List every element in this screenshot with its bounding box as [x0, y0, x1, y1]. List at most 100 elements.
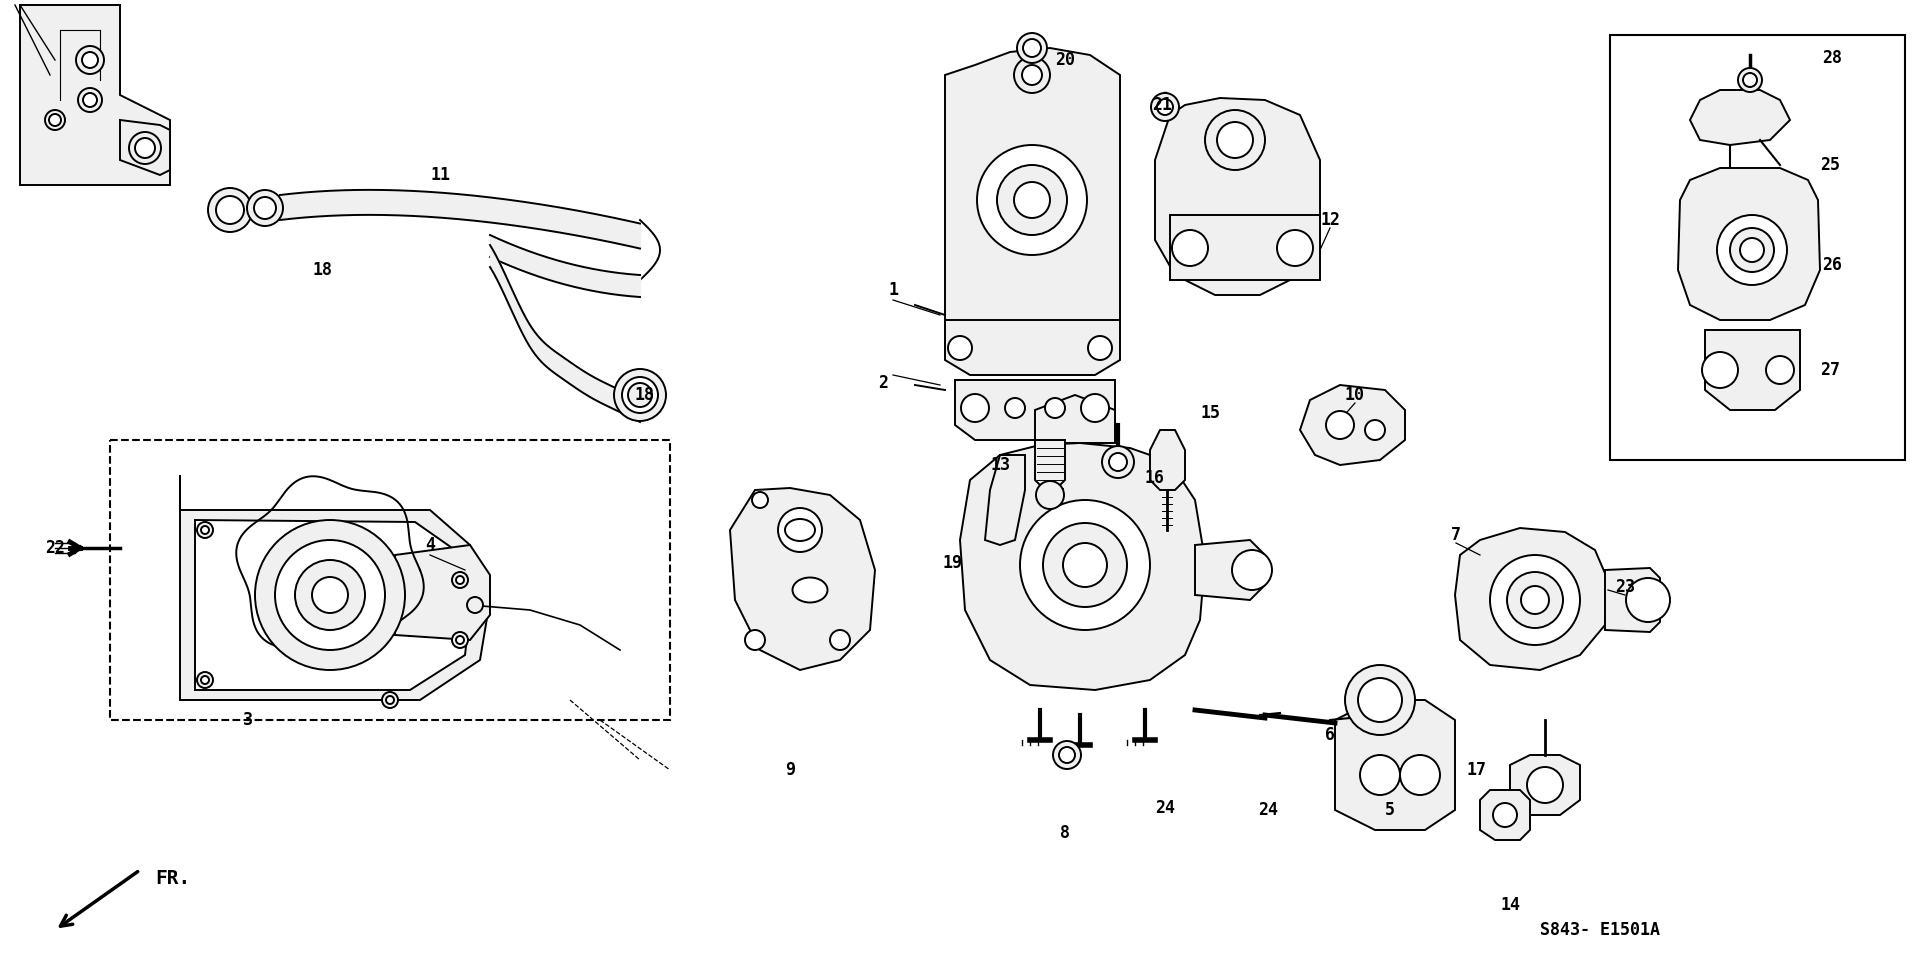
Text: 27: 27	[1820, 361, 1839, 379]
Polygon shape	[1690, 90, 1789, 145]
Circle shape	[1626, 578, 1670, 622]
Circle shape	[628, 383, 653, 407]
Text: 11: 11	[430, 166, 449, 184]
Circle shape	[1327, 411, 1354, 439]
Circle shape	[1052, 741, 1081, 769]
Polygon shape	[180, 475, 490, 700]
Circle shape	[1277, 230, 1313, 266]
Ellipse shape	[793, 577, 828, 602]
Circle shape	[1014, 182, 1050, 218]
Circle shape	[753, 492, 768, 508]
Circle shape	[948, 336, 972, 360]
Polygon shape	[1156, 98, 1321, 295]
Circle shape	[207, 188, 252, 232]
Circle shape	[386, 696, 394, 704]
Circle shape	[275, 540, 386, 650]
Circle shape	[745, 630, 764, 650]
Text: 21: 21	[1152, 96, 1171, 114]
Circle shape	[1110, 453, 1127, 471]
Circle shape	[202, 676, 209, 684]
Circle shape	[829, 630, 851, 650]
Circle shape	[215, 196, 244, 224]
Text: 3: 3	[244, 711, 253, 729]
Circle shape	[79, 88, 102, 112]
Circle shape	[1206, 110, 1265, 170]
Polygon shape	[1300, 385, 1405, 465]
Polygon shape	[1334, 700, 1455, 830]
Text: 2: 2	[877, 374, 887, 392]
Circle shape	[1701, 352, 1738, 388]
Ellipse shape	[785, 519, 814, 541]
Text: 16: 16	[1144, 469, 1165, 487]
Polygon shape	[1194, 540, 1265, 600]
Circle shape	[996, 165, 1068, 235]
Text: 9: 9	[785, 761, 795, 779]
Circle shape	[77, 46, 104, 74]
Circle shape	[1014, 57, 1050, 93]
Text: 7: 7	[1452, 526, 1461, 544]
Circle shape	[1081, 394, 1110, 422]
Text: 19: 19	[943, 554, 964, 572]
Circle shape	[1740, 238, 1764, 262]
Polygon shape	[1480, 790, 1530, 840]
Circle shape	[382, 692, 397, 708]
Circle shape	[198, 522, 213, 538]
Circle shape	[1043, 523, 1127, 607]
Circle shape	[129, 132, 161, 164]
Polygon shape	[954, 380, 1116, 440]
Circle shape	[1004, 398, 1025, 418]
Circle shape	[451, 572, 468, 588]
Polygon shape	[1150, 430, 1185, 490]
Circle shape	[1359, 755, 1400, 795]
Polygon shape	[1169, 215, 1321, 280]
Polygon shape	[1455, 528, 1611, 670]
Text: 25: 25	[1820, 156, 1839, 174]
Circle shape	[1357, 678, 1402, 722]
Circle shape	[1102, 446, 1135, 478]
Text: 5: 5	[1384, 801, 1396, 819]
Polygon shape	[945, 320, 1119, 375]
Text: 18: 18	[636, 386, 655, 404]
Circle shape	[50, 114, 61, 126]
Circle shape	[1037, 481, 1064, 509]
Text: 1: 1	[887, 281, 899, 299]
Text: 17: 17	[1467, 761, 1486, 779]
Circle shape	[1521, 586, 1549, 614]
Polygon shape	[1678, 168, 1820, 320]
Circle shape	[614, 369, 666, 421]
Text: FR.: FR.	[156, 869, 190, 887]
Circle shape	[622, 377, 659, 413]
Circle shape	[296, 560, 365, 630]
Text: 20: 20	[1054, 51, 1075, 69]
Circle shape	[1365, 420, 1384, 440]
Polygon shape	[1509, 755, 1580, 815]
Circle shape	[1044, 398, 1066, 418]
Circle shape	[253, 197, 276, 219]
Text: 22: 22	[44, 539, 65, 557]
Circle shape	[248, 190, 282, 226]
Text: 24: 24	[1156, 799, 1175, 817]
Circle shape	[44, 110, 65, 130]
Circle shape	[1089, 336, 1112, 360]
Circle shape	[255, 520, 405, 670]
Circle shape	[1346, 665, 1415, 735]
Text: 14: 14	[1500, 896, 1521, 914]
Circle shape	[311, 577, 348, 613]
Circle shape	[83, 93, 98, 107]
Circle shape	[1526, 767, 1563, 803]
Text: 13: 13	[991, 456, 1010, 474]
Circle shape	[1158, 99, 1173, 115]
Polygon shape	[196, 520, 472, 690]
Circle shape	[457, 636, 465, 644]
Text: 6: 6	[1325, 726, 1334, 744]
Circle shape	[1738, 68, 1763, 92]
Circle shape	[1400, 755, 1440, 795]
Circle shape	[1766, 356, 1793, 384]
Circle shape	[778, 508, 822, 552]
Circle shape	[457, 576, 465, 584]
Polygon shape	[19, 5, 171, 185]
Circle shape	[1716, 215, 1788, 285]
Circle shape	[451, 632, 468, 648]
Circle shape	[1743, 73, 1757, 87]
Circle shape	[1060, 747, 1075, 763]
